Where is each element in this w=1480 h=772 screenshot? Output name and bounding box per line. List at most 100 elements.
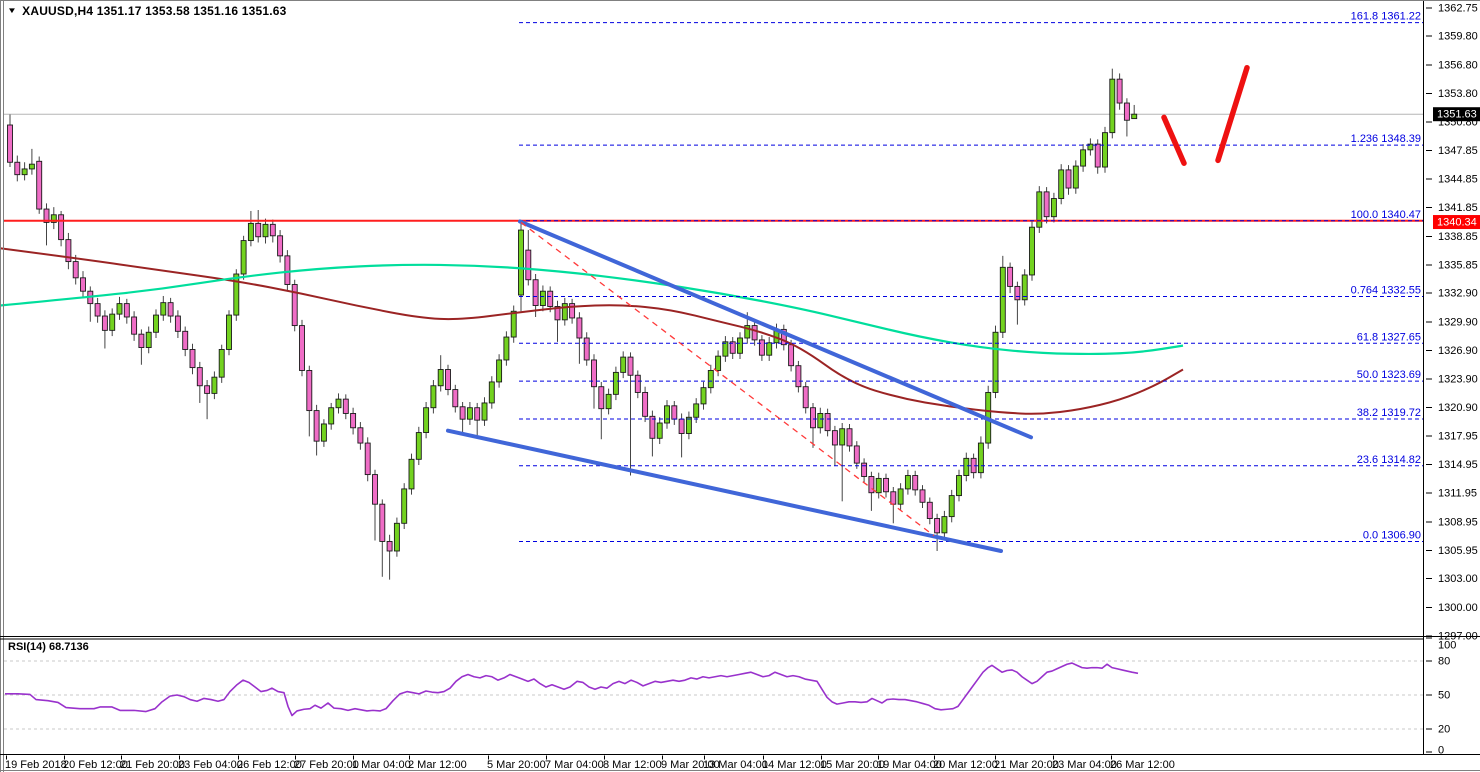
- bull-candle: [1080, 149, 1087, 167]
- bull-candle: [240, 240, 247, 275]
- date-axis-label: 23 Feb 04:00: [178, 759, 243, 771]
- bull-candle: [817, 413, 824, 429]
- bear-candle: [758, 339, 765, 356]
- bear-candle: [926, 501, 933, 519]
- bull-candle: [620, 356, 627, 373]
- bull-candle: [1029, 226, 1035, 276]
- red-dashed-trendline[interactable]: [520, 221, 935, 537]
- bear-candle: [459, 406, 466, 420]
- bear-candle: [890, 491, 897, 505]
- bear-candle: [372, 474, 378, 505]
- bull-candle: [1087, 143, 1094, 151]
- bull-candle: [948, 495, 955, 518]
- bear-candle: [174, 315, 181, 332]
- bear-candle: [364, 442, 371, 476]
- price-axis-label: 1311.95: [1438, 488, 1477, 500]
- bear-candle: [350, 413, 357, 429]
- bear-candle: [123, 303, 130, 318]
- bull-candle: [539, 290, 546, 306]
- bear-candle: [204, 385, 211, 394]
- price-axis-label: 1344.85: [1438, 173, 1478, 185]
- bull-candle: [1036, 191, 1043, 228]
- bear-candle: [846, 428, 853, 447]
- bear-candle: [80, 277, 86, 292]
- fib-level-label: 38.2 1319.72: [1357, 407, 1421, 419]
- bear-candle: [547, 290, 554, 307]
- bull-candle: [226, 314, 232, 350]
- bear-candle: [277, 235, 284, 257]
- current-price-tag: [1433, 107, 1480, 122]
- price-axis-label: 1297.00: [1438, 631, 1478, 643]
- bear-candle: [868, 476, 875, 494]
- ma-fast-teal-line: [0, 263, 1184, 356]
- bear-candle: [189, 349, 196, 369]
- date-axis-label: 5 Mar 20:00: [487, 759, 546, 771]
- bull-candle: [262, 223, 269, 238]
- red-arrow-stroke[interactable]: [1215, 64, 1250, 164]
- bear-candle: [883, 477, 889, 493]
- bear-candle: [196, 367, 203, 387]
- price-axis-label: 1356.80: [1438, 59, 1478, 71]
- bull-candle: [875, 477, 882, 494]
- bull-candle: [707, 370, 714, 389]
- red-arrow-stroke[interactable]: [1161, 114, 1187, 166]
- bull-candle: [320, 423, 327, 442]
- bull-candle: [481, 402, 488, 421]
- price-axis-label: 1359.80: [1438, 31, 1478, 43]
- bear-candle: [72, 261, 79, 279]
- rsi-line: [5, 662, 1139, 717]
- date-axis-label: 15 Mar 20:00: [820, 759, 885, 771]
- bear-candle: [386, 540, 393, 552]
- bull-candle: [518, 229, 524, 296]
- bull-candle: [160, 302, 167, 316]
- price-axis-label: 1332.90: [1438, 288, 1478, 300]
- blue-trendline[interactable]: [446, 428, 1003, 553]
- bear-candle: [379, 503, 386, 542]
- bear-candle: [1007, 266, 1014, 287]
- bull-candle: [218, 349, 225, 378]
- bear-candle: [1043, 191, 1050, 218]
- price-axis-label: 1335.85: [1438, 259, 1478, 271]
- bear-candle: [291, 284, 298, 327]
- bear-candle: [357, 427, 364, 444]
- bear-candle: [912, 475, 919, 491]
- fib-level-label: 161.8 1361.22: [1351, 11, 1421, 23]
- fib-level-label: 100.0 1340.47: [1351, 209, 1421, 221]
- date-axis-label: 27 Feb 20:00: [294, 759, 359, 771]
- bear-candle: [853, 445, 860, 464]
- fib-level-label: 0.0 1306.90: [1363, 529, 1421, 541]
- rsi-axis[interactable]: 100 80 50 20 0: [1426, 637, 1456, 757]
- bear-candle: [94, 303, 101, 317]
- price-axis-label: 1323.90: [1438, 374, 1478, 386]
- bull-candle: [561, 303, 568, 321]
- bull-candle: [415, 432, 422, 460]
- date-axis-label: 21 Mar 20:00: [994, 759, 1059, 771]
- bull-candle: [977, 442, 984, 474]
- bear-candle: [788, 344, 795, 367]
- bull-candle: [722, 341, 729, 357]
- bear-candle: [569, 303, 576, 319]
- date-axis-label: 26 Feb 12:00: [237, 759, 302, 771]
- blue-trendline[interactable]: [518, 219, 1033, 440]
- ma-slow-maroon-line: [0, 247, 1184, 415]
- price-axis-label: 1314.95: [1438, 459, 1478, 471]
- bull-candle: [233, 273, 240, 316]
- bull-candle: [21, 168, 28, 176]
- bull-candle: [941, 516, 948, 534]
- bear-candle: [525, 249, 532, 281]
- rsi-indicator-label: RSI(14) 68.7136: [8, 641, 89, 653]
- bear-candle: [65, 239, 72, 263]
- bull-candle: [116, 303, 123, 315]
- symbol-dropdown-icon[interactable]: ▼: [6, 6, 18, 15]
- price-axis[interactable]: 1362.75 1359.80 1356.80 1353.80 1350.80 1347.…: [1426, 3, 1480, 643]
- fib-level-label: 0.764 1332.55: [1351, 284, 1421, 296]
- bull-candle: [1102, 132, 1108, 168]
- bull-candle: [503, 336, 510, 361]
- bear-candle: [7, 124, 13, 163]
- bear-candle: [919, 489, 926, 503]
- bear-candle: [831, 430, 838, 446]
- bull-candle: [328, 407, 335, 425]
